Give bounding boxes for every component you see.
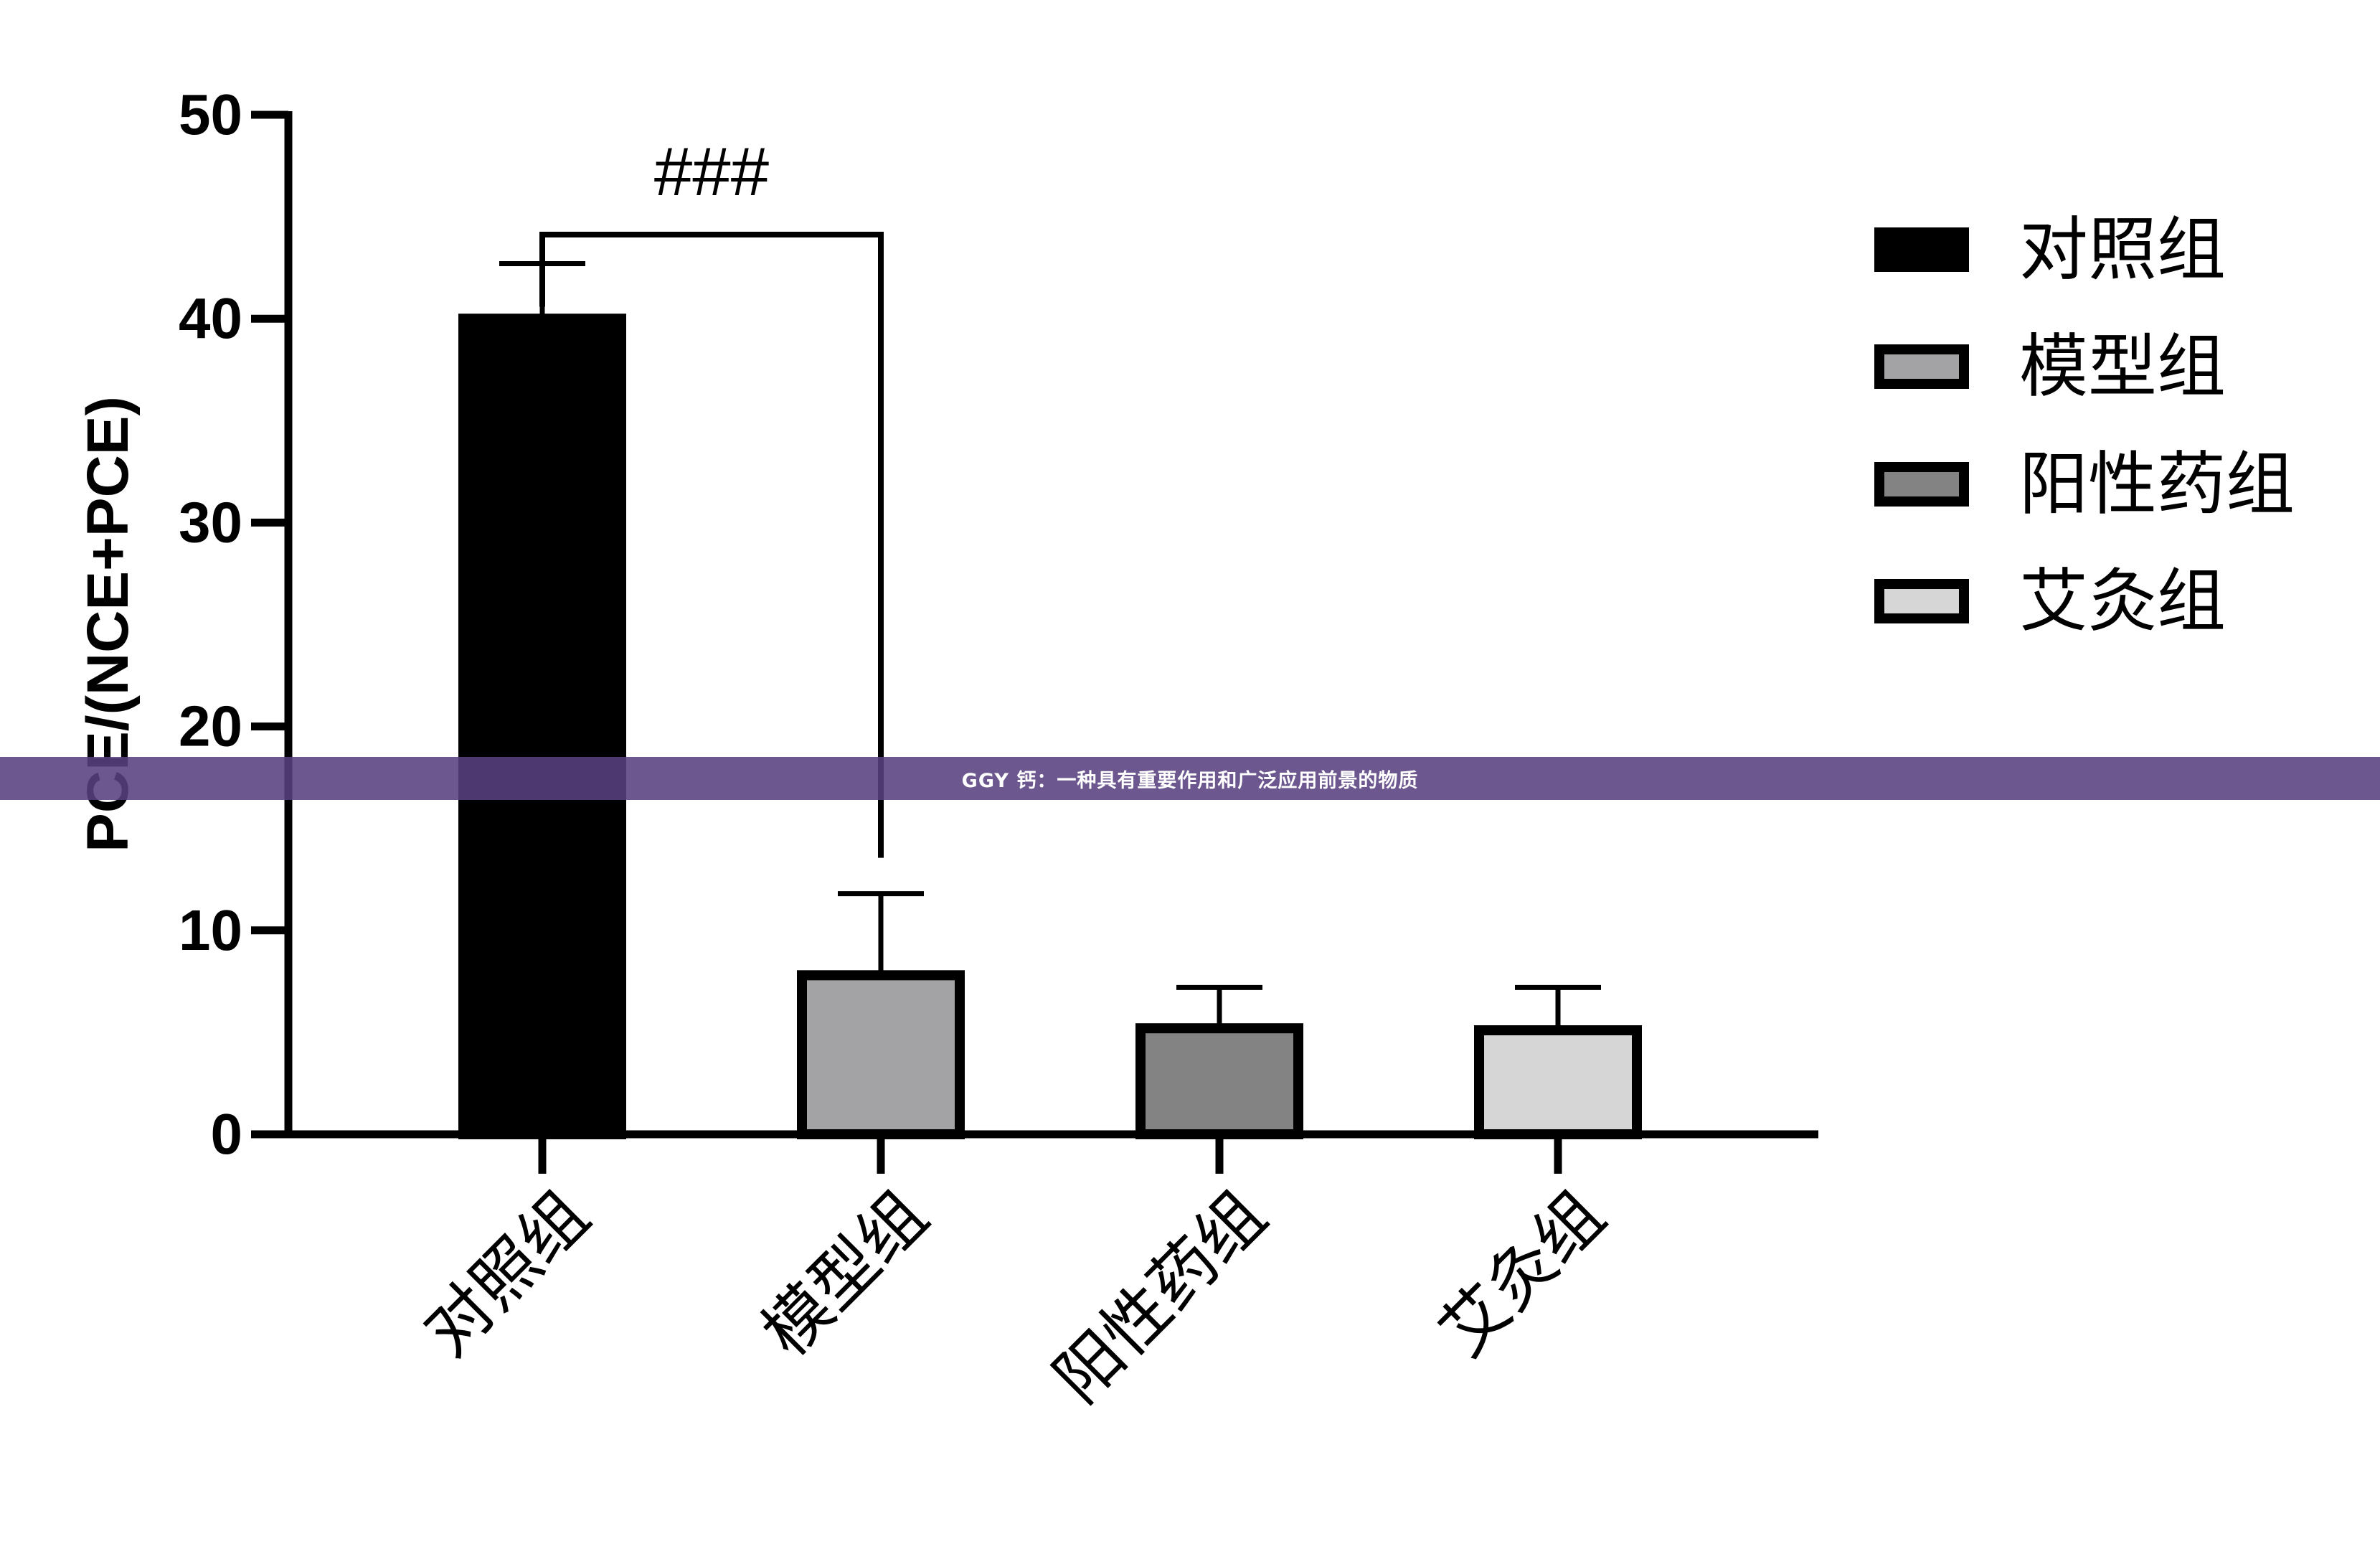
- y-tick-label: 50: [179, 83, 242, 146]
- x-tick-label: 模型组: [748, 1177, 943, 1371]
- y-ticks-layer: 0 10 20 30 40 50: [179, 83, 288, 1166]
- x-ticks-layer: 对照组 模型组 阳性药组 艾灸组: [410, 1134, 1620, 1418]
- bar: [458, 314, 626, 1140]
- significance-label: ###: [654, 133, 769, 210]
- legend-swatch: [1874, 579, 1969, 623]
- legend-swatch: [1874, 227, 1969, 272]
- x-tick-label: 阳性药组: [1040, 1177, 1281, 1418]
- x-tick-label: 对照组: [410, 1177, 604, 1371]
- legend-swatch: [1874, 462, 1969, 507]
- y-tick-label: 0: [211, 1102, 243, 1166]
- significance-annotation: ###: [539, 133, 884, 858]
- y-tick-label: 10: [179, 898, 242, 962]
- bar: [1135, 1023, 1303, 1139]
- bar: [797, 970, 965, 1139]
- significance-bracket: [539, 232, 884, 858]
- legend-label: 艾灸组: [2019, 561, 2226, 641]
- legend-label: 模型组: [2019, 326, 2226, 407]
- title-banner: GGY 钙：一种具有重要作用和广泛应用前景的物质: [0, 757, 2380, 800]
- bars-layer: [458, 314, 1642, 1140]
- banner-text: GGY 钙：一种具有重要作用和广泛应用前景的物质: [961, 769, 1419, 792]
- error-bars-layer: [499, 260, 1601, 1031]
- legend-label: 阳性药组: [2019, 444, 2295, 524]
- y-tick-label: 30: [179, 490, 242, 554]
- bar: [1474, 1025, 1642, 1139]
- y-tick-label: 20: [179, 694, 242, 758]
- legend-label: 对照组: [2019, 209, 2226, 290]
- legend-swatch: [1874, 344, 1969, 389]
- y-tick-label: 40: [179, 286, 242, 350]
- x-tick-label: 艾灸组: [1425, 1177, 1620, 1371]
